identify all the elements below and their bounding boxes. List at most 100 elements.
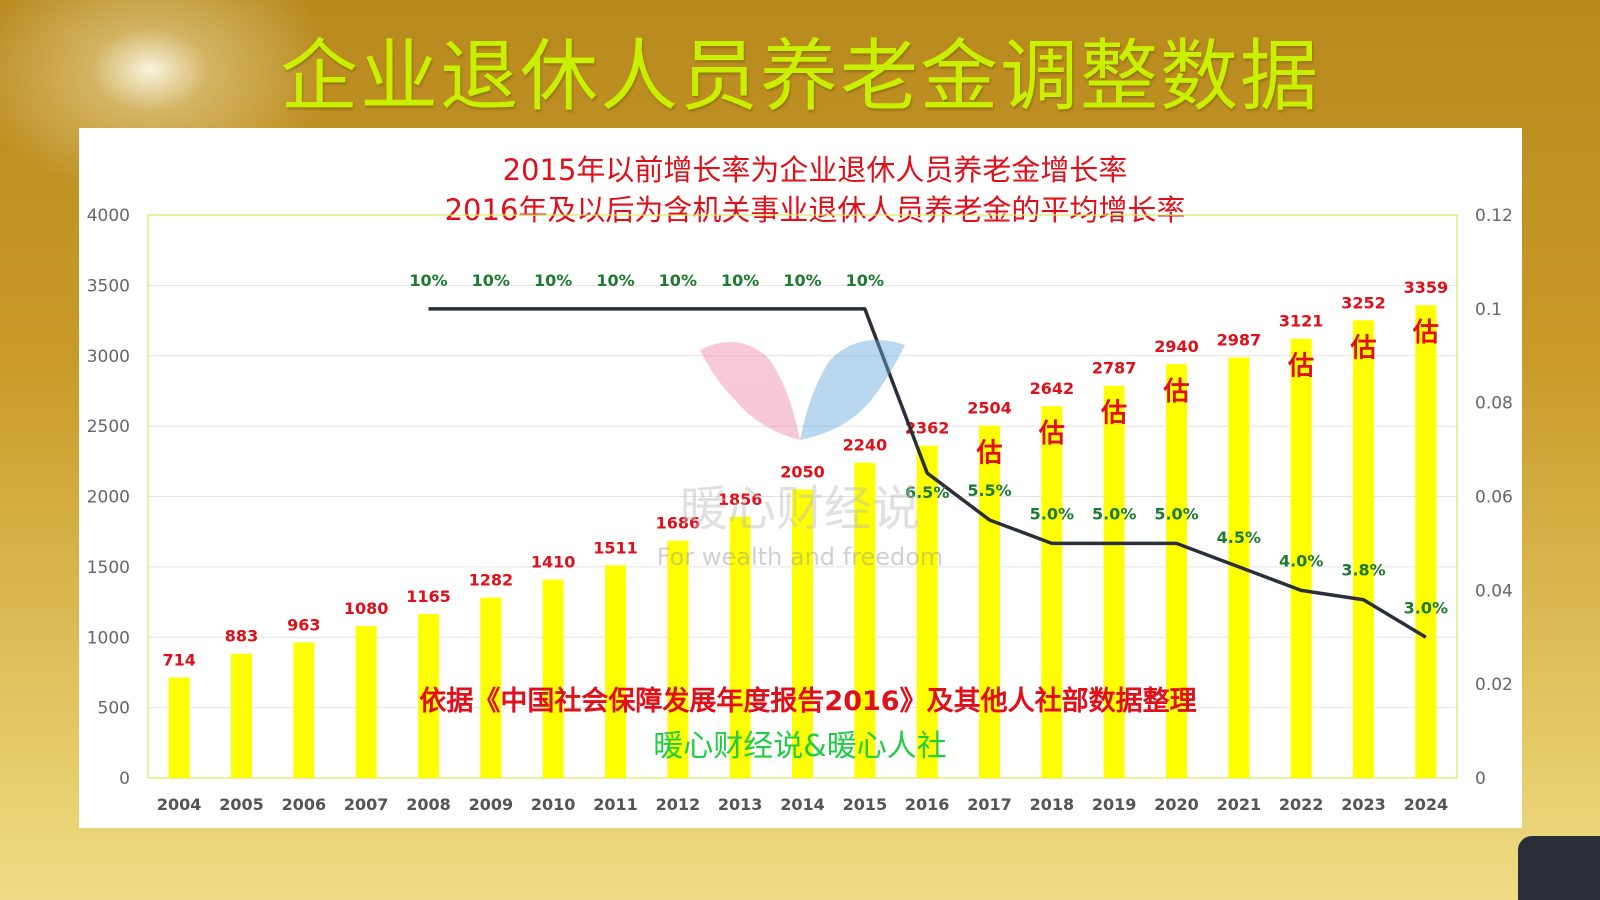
bar xyxy=(729,516,751,778)
y-right-tick-label: 0.06 xyxy=(1475,488,1513,508)
estimate-mark: 估 xyxy=(975,439,1002,469)
page-title: 企业退休人员养老金调整数据 xyxy=(279,32,1320,122)
bar xyxy=(1353,320,1374,778)
x-tick-label: 2023 xyxy=(1341,795,1386,814)
line-point-label: 4.0% xyxy=(1279,551,1323,570)
y-left-tick-label: 1500 xyxy=(87,558,130,578)
bar-label: 1410 xyxy=(531,553,576,572)
bar xyxy=(605,565,626,778)
bar-label: 963 xyxy=(287,615,320,634)
bar-label: 3121 xyxy=(1279,312,1324,331)
line-point-label: 5.5% xyxy=(967,481,1011,500)
estimate-mark: 估 xyxy=(1287,352,1314,382)
y-left-tick-label: 2000 xyxy=(87,488,130,508)
bar xyxy=(418,614,439,778)
y-right-tick-label: 0 xyxy=(1475,769,1486,789)
x-tick-label: 2019 xyxy=(1092,795,1137,814)
bar-label: 2362 xyxy=(905,419,950,438)
bar xyxy=(355,625,377,778)
line-point-label: 6.5% xyxy=(905,483,949,502)
y-left-tick-label: 3500 xyxy=(87,276,130,296)
bar-label: 2642 xyxy=(1030,379,1075,398)
x-tick-label: 2010 xyxy=(531,795,576,814)
y-left-tick-label: 500 xyxy=(98,699,130,719)
bar-label: 3252 xyxy=(1341,293,1386,312)
line-point-label: 10% xyxy=(534,271,572,290)
x-tick-label: 2004 xyxy=(157,795,202,814)
x-tick-label: 2008 xyxy=(406,795,451,814)
bar-label: 2940 xyxy=(1154,337,1199,356)
line-point-label: 10% xyxy=(721,271,759,290)
bar-label: 1080 xyxy=(344,599,389,618)
bar-label: 1165 xyxy=(406,587,451,606)
estimate-mark: 估 xyxy=(1038,419,1065,449)
line-point-label: 10% xyxy=(409,271,447,290)
bar-label: 2504 xyxy=(967,399,1012,418)
bar xyxy=(1041,406,1063,778)
x-tick-label: 2009 xyxy=(469,795,514,814)
bar-label: 1686 xyxy=(656,514,701,533)
y-left-tick-label: 0 xyxy=(119,769,130,789)
y-left-tick-label: 2500 xyxy=(87,417,130,437)
corner-decoration xyxy=(1518,836,1600,900)
bar xyxy=(168,677,190,778)
credit-text: 暖心财经说&暖心人社 xyxy=(653,729,946,764)
y-right-tick-label: 0.12 xyxy=(1475,206,1513,226)
bar-label: 714 xyxy=(162,651,195,670)
x-tick-label: 2007 xyxy=(344,795,389,814)
bar xyxy=(1103,385,1125,778)
y-left-tick-label: 1000 xyxy=(87,628,130,648)
bar xyxy=(1290,338,1312,778)
bar xyxy=(1166,364,1187,778)
x-tick-label: 2012 xyxy=(656,795,701,814)
line-point-label: 10% xyxy=(596,271,634,290)
watermark-logo: 暖心财经说 For wealth and freedom xyxy=(657,340,944,571)
bar xyxy=(293,642,315,778)
bar-label: 2240 xyxy=(843,436,888,455)
bar-label: 883 xyxy=(225,627,258,646)
bar xyxy=(854,462,876,778)
x-tick-label: 2016 xyxy=(905,795,950,814)
x-tick-label: 2015 xyxy=(843,795,888,814)
line-point-label: 10% xyxy=(472,271,510,290)
estimate-mark: 估 xyxy=(1412,318,1439,348)
x-tick-label: 2018 xyxy=(1030,795,1075,814)
x-tick-label: 2013 xyxy=(718,795,763,814)
line-point-label: 3.8% xyxy=(1341,561,1385,580)
y-left-tick-label: 3000 xyxy=(87,347,130,367)
x-tick-label: 2005 xyxy=(219,795,264,814)
x-tick-label: 2022 xyxy=(1279,795,1324,814)
bar xyxy=(1415,305,1437,778)
bar-label: 3359 xyxy=(1404,278,1449,297)
bar-label: 2787 xyxy=(1092,359,1137,378)
y-right-tick-label: 0.04 xyxy=(1475,581,1513,601)
x-tick-label: 2014 xyxy=(780,795,825,814)
watermark-en: For wealth and freedom xyxy=(657,543,944,571)
line-point-label: 5.0% xyxy=(1030,504,1074,523)
estimate-mark: 估 xyxy=(1162,377,1189,407)
watermark-cn: 暖心财经说 xyxy=(680,481,920,537)
x-tick-label: 2021 xyxy=(1217,795,1262,814)
bar-label: 2987 xyxy=(1217,331,1262,350)
line-point-label: 3.0% xyxy=(1404,598,1448,617)
bar xyxy=(667,540,689,778)
x-tick-label: 2017 xyxy=(967,795,1012,814)
bar-label: 1856 xyxy=(718,490,763,509)
bar xyxy=(916,445,938,778)
line-point-label: 5.0% xyxy=(1092,504,1136,523)
bar-label: 1511 xyxy=(593,538,638,557)
bar xyxy=(542,579,564,778)
bar-label: 2050 xyxy=(780,462,825,481)
bar-label: 1282 xyxy=(469,571,514,590)
line-point-label: 10% xyxy=(659,271,697,290)
growth-rate-line xyxy=(428,307,1427,639)
subtitle-line-2: 2016年及以后为含机关事业退休人员养老金的平均增长率 xyxy=(445,193,1186,227)
subtitle-line-1: 2015年以前增长率为企业退休人员养老金增长率 xyxy=(503,153,1128,187)
y-right-tick-label: 0.1 xyxy=(1475,300,1502,320)
bar xyxy=(792,489,813,778)
x-tick-label: 2011 xyxy=(593,795,638,814)
source-note: 依据《中国社会保障发展年度报告2016》及其他人社部数据整理 xyxy=(419,685,1196,717)
line-point-label: 10% xyxy=(846,271,884,290)
x-tick-label: 2020 xyxy=(1154,795,1199,814)
